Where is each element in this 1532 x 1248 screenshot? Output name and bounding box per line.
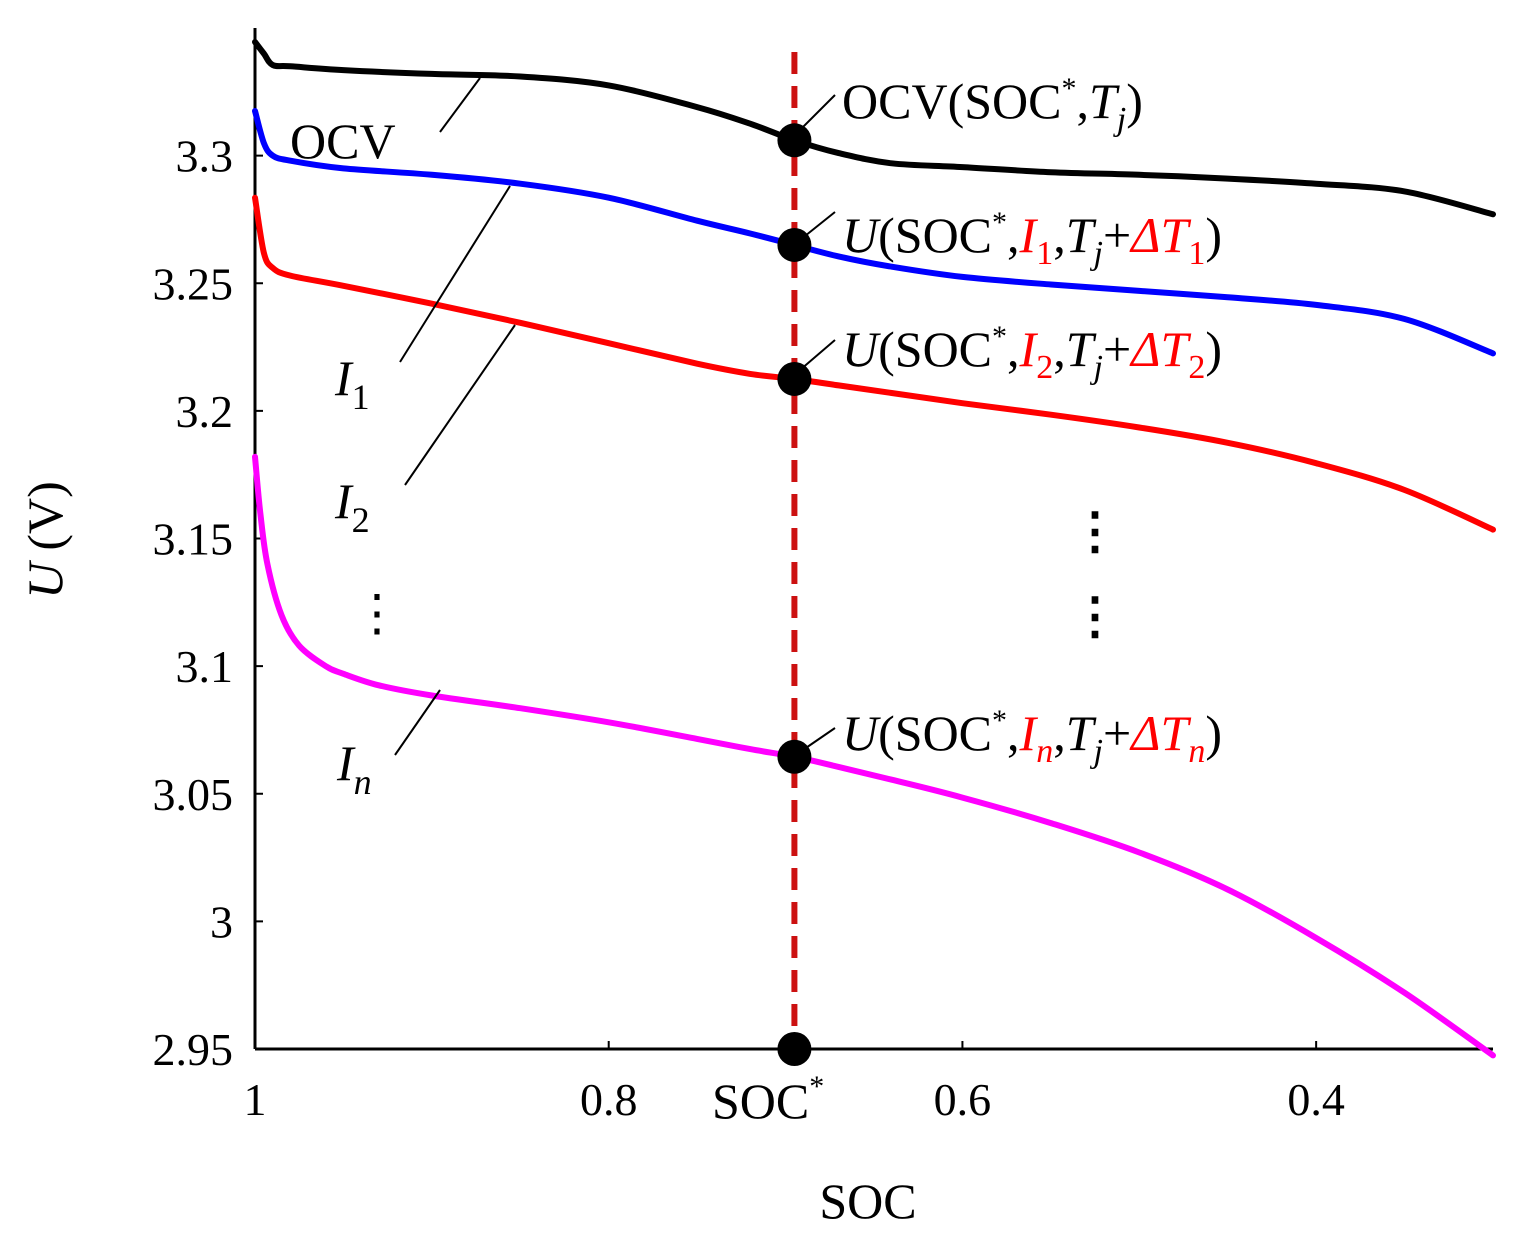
y-tick-label: 3.25 xyxy=(153,258,234,309)
y-tick-label: 3.2 xyxy=(176,386,234,437)
soc-star-point-i1 xyxy=(777,227,812,262)
x-tick-label: 0.4 xyxy=(1287,1074,1345,1125)
soc-star-axis-point xyxy=(777,1032,812,1066)
soc-star-point-in xyxy=(777,739,812,774)
soc-star-label: SOC* xyxy=(712,1070,824,1129)
x-axis-ticks: 1 0.8 0.6 0.4 xyxy=(244,1041,1345,1125)
annotation-leader-lines xyxy=(394,77,836,756)
y-tick-label: 3 xyxy=(210,896,233,947)
i1-curve-label: I1 xyxy=(334,350,370,417)
ocv-point-annotation: OCV(SOC*,Tj) xyxy=(842,72,1143,138)
in-leader-line xyxy=(394,689,441,756)
ocv-point-leader-line xyxy=(799,94,836,131)
u2-point-leader-line xyxy=(799,339,836,371)
i1-leader-line xyxy=(399,185,511,363)
right-ellipsis-upper: ⋮ xyxy=(1070,503,1120,559)
y-axis-title: U(V) xyxy=(17,481,73,599)
u1-point-annotation: U(SOC*,I1,Tj+ΔT1) xyxy=(842,206,1222,272)
x-axis-title: SOC xyxy=(819,1173,916,1229)
y-axis-ticks: 3.3 3.25 3.2 3.15 3.1 3.05 3 2.95 xyxy=(153,131,263,1075)
left-ellipsis: ⋮ xyxy=(352,585,402,641)
i2-curve-label: I2 xyxy=(334,473,370,540)
right-ellipsis-lower: ⋮ xyxy=(1070,588,1120,644)
i2-leader-line xyxy=(404,324,516,486)
un-point-leader-line xyxy=(799,727,836,753)
in-curve-label: In xyxy=(336,735,372,802)
y-tick-label: 3.15 xyxy=(153,514,234,565)
ocv-leader-line xyxy=(439,77,481,133)
y-tick-label: 2.95 xyxy=(153,1024,234,1075)
u1-point-leader-line xyxy=(799,211,836,241)
soc-star-point-ocv xyxy=(777,123,812,158)
x-tick-label: 0.8 xyxy=(580,1074,638,1125)
y-tick-label: 3.05 xyxy=(153,769,234,820)
series-lines xyxy=(252,39,1496,1059)
x-tick-label: 0.6 xyxy=(934,1074,992,1125)
y-tick-label: 3.1 xyxy=(176,641,234,692)
x-tick-label: 1 xyxy=(244,1074,267,1125)
y-tick-label: 3.3 xyxy=(176,131,234,182)
soc-star-points xyxy=(777,123,812,1066)
un-point-annotation: U(SOC*,In,Tj+ΔTn) xyxy=(842,704,1222,770)
soc-star-point-i2 xyxy=(777,361,812,396)
u2-point-annotation: U(SOC*,I2,Tj+ΔT2) xyxy=(842,320,1222,386)
series-line-in xyxy=(252,453,1496,1059)
ocv-curve-label: OCV xyxy=(290,113,396,169)
